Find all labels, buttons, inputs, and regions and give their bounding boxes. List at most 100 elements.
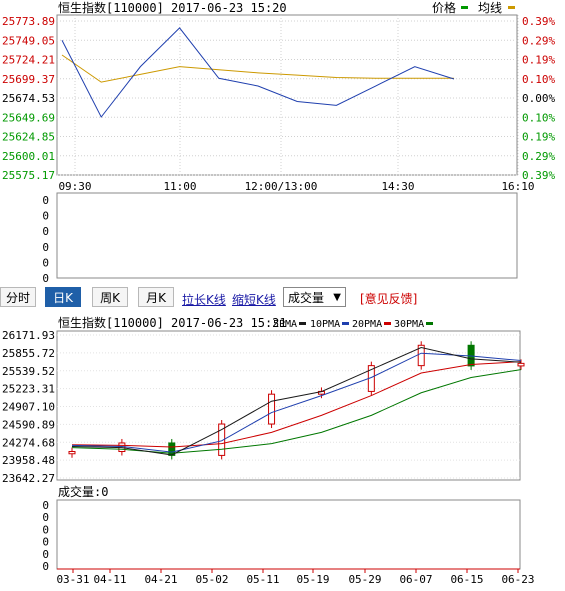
candle-body	[268, 393, 276, 425]
date-tick-label: 05-02	[195, 573, 228, 586]
candle-body	[417, 344, 425, 367]
price-tick-label: 25600.01	[2, 150, 55, 163]
percent-tick-label: 0.10%	[522, 111, 555, 124]
percent-tick-label: 0.29%	[522, 34, 555, 47]
avg-line	[61, 54, 454, 83]
volume-tick-label: 0	[42, 256, 49, 269]
kline-plot-frame	[56, 330, 521, 481]
intraday-title: 恒生指数[110000] 2017-06-23 15:20	[58, 0, 287, 15]
ma20-line	[71, 361, 522, 448]
kline-price-tick-label: 23958.48	[2, 454, 55, 467]
date-tick-label: 06-15	[450, 573, 483, 586]
ma5-line	[71, 347, 522, 456]
price-tick-label: 25649.69	[2, 111, 55, 124]
tab-daily[interactable]: 日K	[45, 287, 81, 307]
volume-tick-label: 0	[42, 194, 49, 207]
kline-volume-tick-label: 0	[42, 511, 49, 524]
ma10-swatch	[342, 322, 349, 325]
price-tick-label: 25749.05	[2, 34, 55, 47]
kline-volume-tick-label: 0	[42, 548, 49, 561]
price-line	[61, 27, 455, 118]
date-tick-label: 04-11	[93, 573, 126, 586]
kline-price-tick-label: 26171.93	[2, 329, 55, 342]
price-tick-label: 25773.89	[2, 15, 55, 28]
ma20-swatch	[384, 322, 391, 325]
shrink-kline-link[interactable]: 缩短K线	[232, 293, 276, 307]
price-tick-label: 25674.53	[2, 92, 55, 105]
price-tick-label: 25575.17	[2, 169, 55, 182]
percent-tick-label: 0.19%	[522, 54, 555, 67]
kline-volume-tick-label: 0	[42, 523, 49, 536]
date-tick-label: 03-31	[56, 573, 89, 586]
percent-tick-label: 0.29%	[522, 150, 555, 163]
tab-monthly[interactable]: 月K	[138, 287, 174, 307]
price-tick-label: 25724.21	[2, 54, 55, 67]
volume-tick-label: 0	[42, 225, 49, 238]
date-tick-label: 04-21	[144, 573, 177, 586]
time-tick-label: 09:30	[58, 180, 91, 193]
time-tick-label: 16:10	[501, 180, 534, 193]
feedback-link[interactable]: [意见反馈]	[360, 292, 418, 306]
intraday-price-axis: 25773.89 25749.05 25724.21 25699.37 25674.53…	[2, 15, 55, 182]
kline-price-tick-label: 23642.27	[2, 472, 55, 485]
kline-date-axis: 03-31 04-11 04-21 05-02 05-11 05-19 05-29 06-07…	[56, 568, 535, 586]
time-tick-label: 12:00/13:00	[245, 180, 318, 193]
indicator-select[interactable]: 成交量 ▼	[283, 287, 346, 307]
kline-price-tick-label: 24274.68	[2, 436, 55, 449]
ma10-label: 10PMA	[310, 319, 340, 330]
ma5-swatch	[299, 322, 306, 325]
stretch-kline-link[interactable]: 拉长K线	[182, 293, 226, 307]
percent-tick-label: 0.39%	[522, 169, 555, 182]
intraday-percent-axis: 0.39% 0.29% 0.19% 0.10% 0.00% 0.10% 0.19% 0.29%…	[522, 15, 555, 182]
date-tick-label: 05-29	[348, 573, 381, 586]
legend-avg-swatch	[508, 6, 515, 9]
candle-body	[68, 451, 76, 455]
kline-price-tick-label: 24907.10	[2, 401, 55, 414]
percent-tick-label: 0.19%	[522, 131, 555, 144]
time-tick-label: 14:30	[381, 180, 414, 193]
ma30-swatch	[426, 322, 433, 325]
percent-tick-label: 0.39%	[522, 15, 555, 28]
legend-avg-label: 均线	[478, 1, 502, 15]
percent-tick-label: 0.10%	[522, 73, 555, 86]
ma5-label: 5PMA	[273, 319, 297, 330]
ma30-label: 30PMA	[394, 319, 424, 330]
indicator-select-value: 成交量	[288, 291, 325, 305]
legend-price-swatch	[461, 6, 468, 9]
date-tick-label: 06-23	[501, 573, 534, 586]
ma20-label: 20PMA	[352, 319, 382, 330]
kline-volume-tick-label: 0	[42, 536, 49, 549]
intraday-time-axis: 09:30 11:00 12:00/13:00 14:30 16:10	[58, 180, 534, 193]
volume-tick-label: 0	[42, 210, 49, 223]
intraday-plot-frame	[56, 14, 518, 176]
date-tick-label: 06-07	[399, 573, 432, 586]
intraday-volume-axis: 0 0 0 0 0 0	[42, 194, 49, 285]
kline-volume-frame	[56, 499, 521, 570]
candle-body	[517, 362, 525, 367]
percent-tick-label: 0.00%	[522, 92, 555, 105]
kline-price-tick-label: 25855.72	[2, 347, 55, 360]
kline-volume-tick-label: 0	[42, 499, 49, 512]
date-tick-label: 05-19	[296, 573, 329, 586]
kline-price-tick-label: 25223.31	[2, 383, 55, 396]
kline-price-tick-label: 24590.89	[2, 418, 55, 431]
volume-tick-label: 0	[42, 272, 49, 285]
kline-panel: 恒生指数[110000] 2017-06-23 15:21 5PMA 10PMA…	[2, 315, 535, 586]
chevron-down-icon: ▼	[333, 292, 341, 303]
tab-weekly[interactable]: 周K	[92, 287, 128, 307]
candle-body	[218, 423, 226, 456]
time-tick-label: 11:00	[163, 180, 196, 193]
volume-tick-label: 0	[42, 241, 49, 254]
kline-volume-tick-label: 0	[42, 560, 49, 573]
kline-price-tick-label: 25539.52	[2, 365, 55, 378]
intraday-panel: 恒生指数[110000] 2017-06-23 15:20 价格 均线 2577…	[2, 0, 555, 285]
price-tick-label: 25624.85	[2, 131, 55, 144]
tab-minute[interactable]: 分时	[0, 287, 36, 307]
kline-price-axis: 26171.93 25855.72 25539.52 25223.31 24907.10…	[2, 329, 520, 485]
date-tick-label: 05-11	[246, 573, 279, 586]
kline-title: 恒生指数[110000] 2017-06-23 15:21	[58, 315, 287, 330]
price-tick-label: 25699.37	[2, 73, 55, 86]
period-toolbar: 分时 日K 周K 月K 拉长K线 缩短K线 成交量 ▼ [意见反馈]	[0, 285, 565, 311]
